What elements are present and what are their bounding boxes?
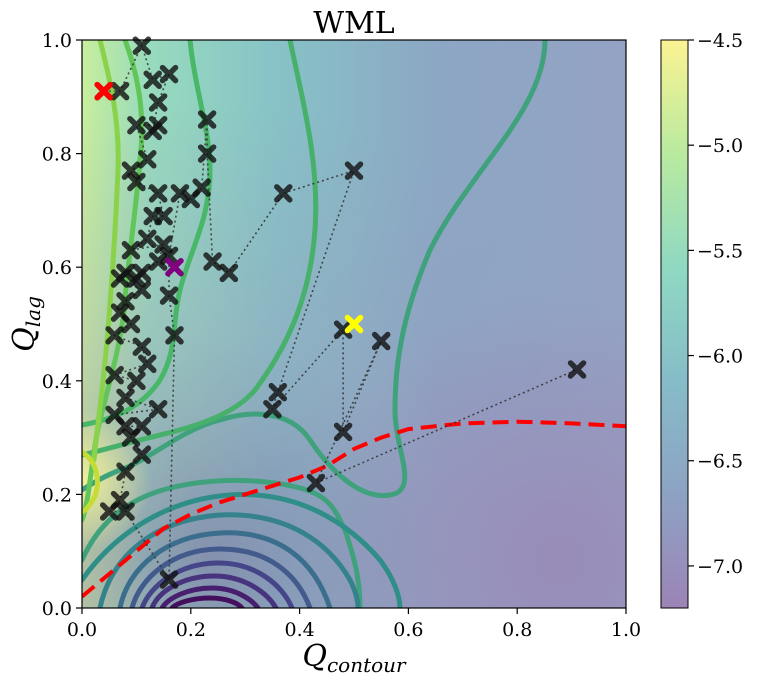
contour-line xyxy=(82,492,403,608)
contour-line xyxy=(129,546,313,608)
x-tick-label: 0.8 xyxy=(502,619,532,641)
path-point-marker xyxy=(148,399,168,419)
path-point-marker xyxy=(197,144,217,163)
path-point-marker xyxy=(192,178,211,197)
contour-line xyxy=(97,512,361,608)
x-tick-label: 0.0 xyxy=(67,619,97,641)
y-axis: 0.0 0.2 0.4 0.6 0.8 1.0 xyxy=(42,30,82,620)
path-point-marker xyxy=(148,93,168,112)
path-point-marker xyxy=(116,292,135,311)
colorbar-tick-label: −5.0 xyxy=(697,135,743,157)
path-point-marker xyxy=(105,326,124,345)
path-point-marker xyxy=(197,110,217,129)
y-axis-title: Qlag xyxy=(7,296,45,352)
path-point-marker xyxy=(203,252,222,271)
path-point-marker xyxy=(159,286,179,305)
x-axis: 0.0 0.2 0.4 0.6 0.8 1.0 xyxy=(67,608,641,641)
plot-frame xyxy=(81,39,627,609)
path-point-marker xyxy=(110,269,130,288)
path-point-marker xyxy=(138,229,157,249)
path-point-marker xyxy=(99,502,119,521)
path-point-marker xyxy=(116,416,135,436)
colorbar xyxy=(660,39,689,609)
colorbar-tick-label: −6.0 xyxy=(697,346,743,368)
contour-line xyxy=(149,573,279,608)
path-point-marker xyxy=(371,331,391,351)
start-point-marker xyxy=(94,81,114,101)
path-point-marker xyxy=(127,172,146,192)
x-axis-title: Qcontour xyxy=(302,639,407,677)
path-point-marker xyxy=(170,184,190,203)
path-point-marker xyxy=(159,246,179,266)
path-point-marker xyxy=(219,263,239,283)
colorbar-tick-label: −5.5 xyxy=(697,240,743,262)
y-tick-label: 0.2 xyxy=(42,484,72,506)
path-point-marker xyxy=(567,360,587,379)
x-tick-label: 0.4 xyxy=(284,619,314,641)
path-point-marker xyxy=(333,422,353,442)
path-point-marker xyxy=(105,365,124,385)
path-point-marker xyxy=(127,115,146,135)
path-point-marker xyxy=(138,354,157,374)
colorbar-tick-label: −6.5 xyxy=(697,451,743,473)
y-tick-label: 0.4 xyxy=(42,371,72,393)
path-point-marker xyxy=(306,473,326,493)
path-point-marker xyxy=(121,314,141,334)
y-tick-label: 1.0 xyxy=(42,30,72,52)
path-point-marker xyxy=(127,371,146,391)
default-point-marker xyxy=(344,314,364,334)
y-tick-label: 0.0 xyxy=(42,598,72,620)
path-point-marker xyxy=(154,235,173,254)
path-point-marker xyxy=(121,161,141,180)
colorbar-tick-label: −7.0 xyxy=(697,556,743,578)
contour-line xyxy=(139,560,295,608)
path-point-marker xyxy=(132,36,152,55)
contour-line xyxy=(117,530,333,608)
path-point-marker xyxy=(132,337,152,356)
path-point-marker xyxy=(263,399,282,419)
contour-line xyxy=(91,40,121,463)
path-point-marker xyxy=(274,184,293,203)
path-point-marker xyxy=(127,269,146,288)
path-point-marker xyxy=(148,252,168,271)
x-tick-label: 0.6 xyxy=(393,619,423,641)
path-point-marker xyxy=(121,428,141,447)
path-point-marker xyxy=(121,240,141,260)
path-point-marker xyxy=(116,502,135,521)
contour-line xyxy=(82,40,319,458)
colorbar-axis: −4.5 −5.0 −5.5 −6.0 −6.5 −7.0 xyxy=(688,30,743,578)
path-point-marker xyxy=(159,64,179,84)
y-tick-label: 0.8 xyxy=(42,144,72,166)
contour-line xyxy=(82,40,548,499)
y-tick-label: 0.6 xyxy=(42,257,72,279)
path-point-marker xyxy=(116,462,135,481)
path-point-marker xyxy=(333,320,353,339)
contour-line xyxy=(169,595,245,608)
path-point-marker xyxy=(148,184,168,203)
path-point-marker xyxy=(132,280,152,300)
x-tick-label: 0.2 xyxy=(176,619,206,641)
path-point-marker xyxy=(132,445,152,464)
best-point-marker xyxy=(165,257,184,277)
chart-title: WML xyxy=(313,6,395,41)
path-point-marker xyxy=(143,70,162,90)
red-dashed-boundary xyxy=(82,419,626,599)
contour-line xyxy=(82,40,213,428)
path-point-marker xyxy=(165,326,184,345)
path-point-marker xyxy=(159,570,179,589)
colorbar-tick-label: −4.5 xyxy=(697,30,743,52)
path-point-marker xyxy=(143,206,162,226)
path-point-marker xyxy=(138,150,157,169)
path-point-marker xyxy=(344,161,364,180)
boundary-layer xyxy=(82,419,626,599)
path-point-marker xyxy=(268,382,288,402)
path-point-marker xyxy=(148,115,168,135)
x-tick-label: 1.0 xyxy=(611,619,641,641)
path-point-marker xyxy=(110,81,130,101)
path-point-marker xyxy=(116,388,135,408)
point-markers xyxy=(94,36,587,589)
contour-line xyxy=(82,449,100,515)
contour-line xyxy=(159,585,261,608)
